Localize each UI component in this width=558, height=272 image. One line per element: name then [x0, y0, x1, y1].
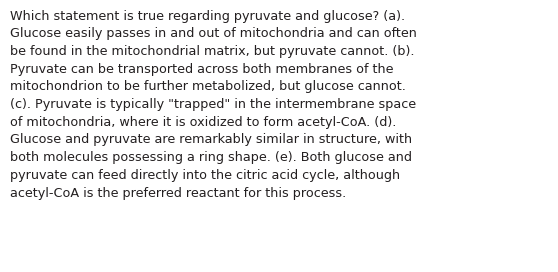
Text: Which statement is true regarding pyruvate and glucose? (a).
Glucose easily pass: Which statement is true regarding pyruva… — [10, 10, 417, 200]
